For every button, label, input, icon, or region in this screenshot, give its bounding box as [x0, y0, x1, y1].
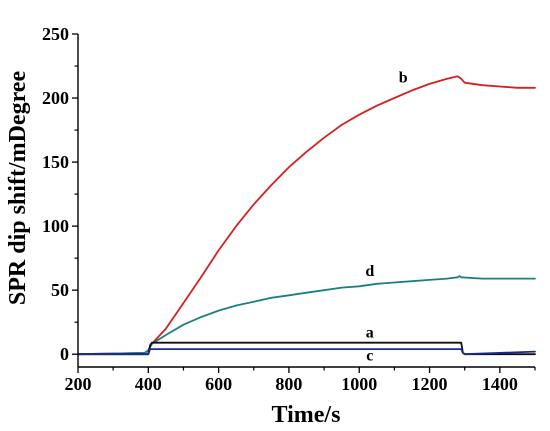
curve-label-c: c	[366, 348, 373, 365]
x-tick-label: 1400	[482, 374, 518, 394]
y-tick-label: 50	[51, 280, 69, 300]
x-tick-label: 1000	[341, 374, 377, 394]
series-line-b	[77, 75, 536, 356]
y-tick-label: 200	[42, 88, 69, 108]
y-tick-label: 250	[42, 24, 69, 44]
curve-labels-layer: b d ac	[365, 70, 407, 365]
y-tick-label: 150	[42, 152, 69, 172]
x-tick-label: 800	[275, 374, 302, 394]
series-line-d	[77, 275, 536, 356]
series-layer	[77, 75, 536, 356]
x-tick-label: 400	[135, 374, 162, 394]
y-axis-title: SPR dip shift/mDegree	[5, 71, 31, 306]
curve-label-d: d	[365, 263, 374, 280]
curve-label-b: b	[399, 70, 408, 87]
curve-label-a: a	[366, 325, 374, 342]
x-tick-label: 1200	[412, 374, 448, 394]
x-tick-label: 200	[65, 374, 92, 394]
plot-area	[78, 34, 535, 367]
y-tick-label: 100	[42, 216, 69, 236]
plot-background	[78, 34, 535, 367]
axes-layer: 200 400 600 800 1000 1200 1400 0 50 100 150 200 250	[42, 24, 536, 394]
x-axis-title: Time/s	[272, 402, 341, 428]
series-line-c	[77, 348, 536, 356]
y-tick-label: 0	[60, 344, 69, 364]
x-tick-label: 600	[205, 374, 232, 394]
